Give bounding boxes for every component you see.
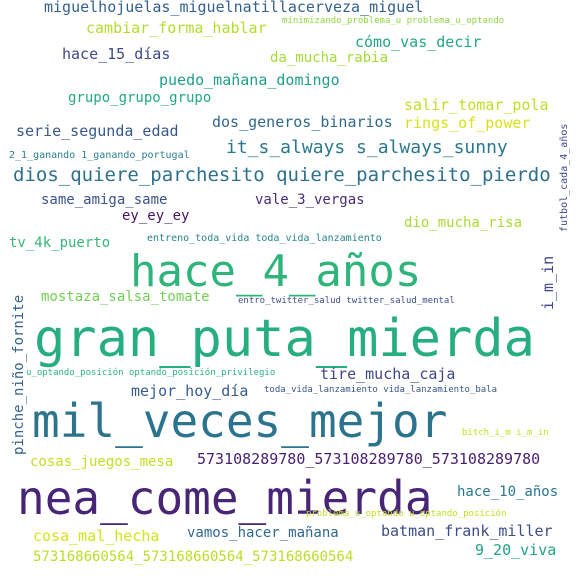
cloud-word: dos_generos_binarios [212,113,393,131]
cloud-word: cambiar_forma_hablar [86,19,267,37]
cloud-word: vale_3_vergas [255,192,365,208]
cloud-word: grupo_grupo_grupo [68,90,212,106]
cloud-word: 9_20_viva [475,541,557,559]
cloud-word: 573168660564_573168660564_573168660564 [33,549,354,565]
cloud-word: rings_of_power [404,114,531,132]
cloud-word: ey_ey_ey [122,208,190,224]
cloud-word: pinche_niño_fornite [11,294,27,455]
cloud-word: problema_u_optando u_optando_posición [306,509,507,519]
cloud-word: it_s_always s_always_sunny [226,137,508,158]
cloud-word: miguelhojuelas_miguelnatillacerveza_migu… [44,0,424,16]
cloud-word: vamos_hacer_mañana [187,525,339,541]
cloud-word: cómo_vas_decir [355,33,482,51]
cloud-word: entro_twitter_salud twitter_salud_mental [238,296,455,306]
cloud-word: entreno_toda_vida toda_vida_lanzamiento [147,233,382,244]
cloud-word: puedo_mañana_domingo [159,71,340,89]
cloud-word: toda_vida_lanzamiento vida_lanzamiento_b… [264,385,497,395]
cloud-word: tv_4k_puerto [9,235,111,251]
cloud-word: mejor_hoy_día [131,382,249,400]
cloud-word: 2_1_ganando 1_ganando_portugal [9,150,190,161]
cloud-word: salir_tomar_pola [404,96,549,114]
cloud-word: hace_15_días [62,45,171,63]
cloud-word: futbol_cada_4_años [559,123,570,232]
cloud-word: cosa_mal_hecha [33,527,160,545]
cloud-word: batman_frank_miller [381,522,553,540]
cloud-word: cosas_juegos_mesa [30,454,174,470]
cloud-word: mostaza_salsa_tomate [41,289,210,305]
cloud-word: gran_puta_mierda [34,309,535,369]
cloud-word: minimizando_problema_u problema_u_optand… [282,16,505,26]
cloud-word: bitch_i_m i_m_in [462,428,549,438]
cloud-word: da_mucha_rabia [270,50,389,66]
cloud-word: dios_quiere_parchesito quiere_parchesito… [13,164,551,186]
cloud-word: hace_10_años [457,484,559,500]
cloud-word: nea_come_mierda [17,471,433,525]
cloud-word: dio_mucha_risa [404,215,523,231]
cloud-word: tire_mucha_caja [320,365,456,383]
cloud-word: mil_veces_mejor [32,394,448,448]
cloud-word: same_amiga_same [41,192,168,208]
cloud-word: i_m_in [539,255,557,310]
cloud-word: serie_segunda_edad [16,122,179,140]
cloud-word: 573108289780_573108289780_573108289780 [197,450,541,468]
cloud-word: hace_4_años [130,246,422,297]
cloud-word: u_optando_posición optando_posición_priv… [26,368,276,378]
